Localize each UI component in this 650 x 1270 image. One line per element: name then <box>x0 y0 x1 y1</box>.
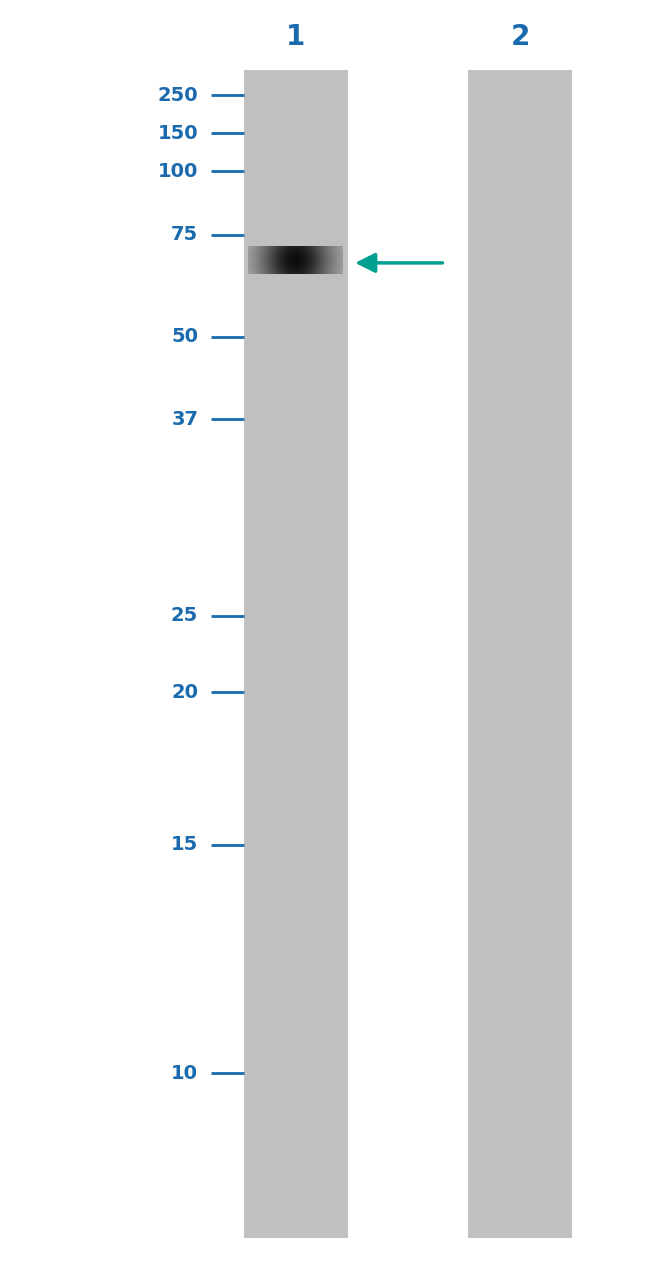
Text: 2: 2 <box>510 23 530 51</box>
Text: 100: 100 <box>158 163 198 180</box>
Text: 15: 15 <box>171 836 198 853</box>
Bar <box>468 70 572 1238</box>
Text: 25: 25 <box>171 607 198 625</box>
Text: 20: 20 <box>171 683 198 701</box>
Text: 250: 250 <box>157 86 198 104</box>
Text: 1: 1 <box>286 23 306 51</box>
Bar <box>244 70 348 1238</box>
Text: 150: 150 <box>157 124 198 142</box>
Text: 50: 50 <box>171 328 198 345</box>
Text: 75: 75 <box>171 226 198 244</box>
Text: 10: 10 <box>171 1064 198 1082</box>
Text: 37: 37 <box>171 410 198 428</box>
